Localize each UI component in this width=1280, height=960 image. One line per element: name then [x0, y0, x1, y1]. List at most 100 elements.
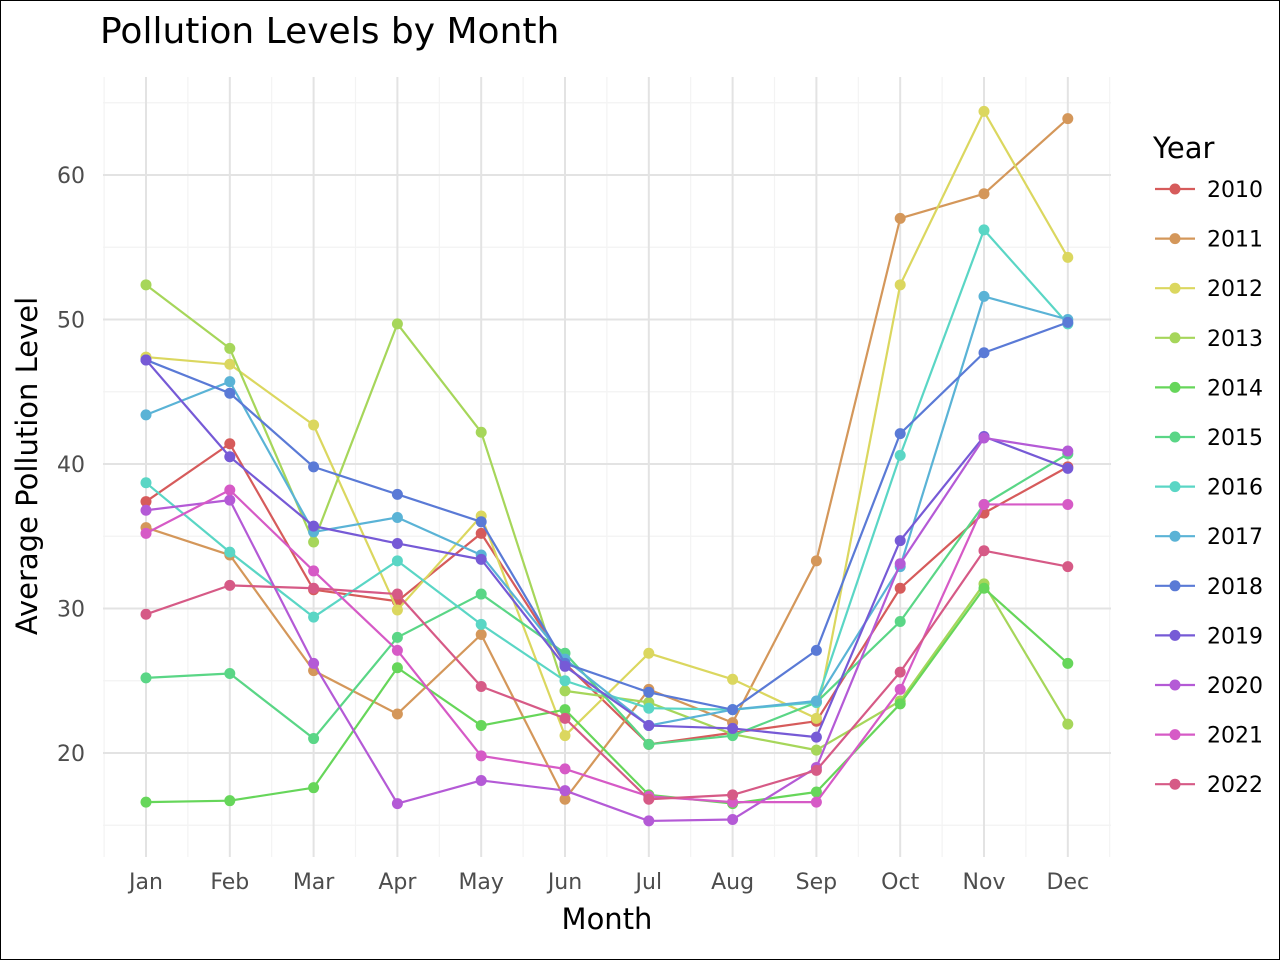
y-axis-title: Average Pollution Level [10, 297, 44, 635]
y-tick-label: 20 [57, 742, 85, 767]
data-point [978, 545, 990, 557]
data-point [224, 484, 236, 496]
data-point [391, 662, 403, 674]
data-point [391, 488, 403, 500]
data-point [224, 579, 236, 591]
data-point [559, 675, 571, 687]
data-point [140, 354, 152, 366]
legend-key-point [1169, 183, 1181, 195]
data-point [1062, 498, 1074, 510]
legend-key-point [1169, 431, 1181, 443]
data-point [140, 608, 152, 620]
legend-label: 2015 [1207, 426, 1263, 451]
data-point [308, 611, 320, 623]
data-point [475, 681, 487, 693]
data-point [391, 555, 403, 567]
data-point [475, 516, 487, 528]
data-point [559, 793, 571, 805]
x-tick-label: Jun [546, 870, 582, 895]
data-point [978, 290, 990, 302]
legend-item: 2014 [1155, 376, 1263, 401]
data-point [475, 629, 487, 641]
data-point [559, 704, 571, 716]
legend-key-point [1169, 481, 1181, 493]
x-tick-label: Apr [378, 870, 417, 895]
legend-label: 2022 [1207, 773, 1263, 798]
data-point [475, 426, 487, 438]
data-point [643, 738, 655, 750]
data-point [475, 618, 487, 630]
y-tick-label: 60 [57, 164, 85, 189]
legend-label: 2013 [1207, 327, 1263, 352]
data-point [978, 432, 990, 444]
legend-key-point [1169, 332, 1181, 344]
data-point [978, 498, 990, 510]
data-point [308, 565, 320, 577]
x-tick-label: Aug [711, 870, 754, 895]
data-point [810, 731, 822, 743]
series-line [145, 436, 1068, 823]
data-point [559, 730, 571, 742]
data-point [894, 582, 906, 594]
data-point [308, 419, 320, 431]
series-line [145, 587, 1069, 805]
data-point [391, 631, 403, 643]
x-tick-label: Sep [796, 870, 837, 895]
data-point [727, 673, 739, 685]
data-point [224, 546, 236, 558]
legend: Year 2010 2011 2012 2013 2014 2015 2016 2017 201… [1152, 131, 1263, 798]
legend-key-point [1169, 778, 1181, 790]
data-point [559, 660, 571, 672]
data-point [224, 494, 236, 506]
series-line [145, 117, 1069, 801]
legend-item: 2010 [1155, 178, 1263, 203]
legend-key-point [1169, 729, 1181, 741]
data-point [391, 644, 403, 656]
data-point [978, 224, 990, 236]
legend-item: 2022 [1155, 773, 1263, 798]
data-point [559, 785, 571, 797]
legend-item: 2012 [1155, 277, 1263, 302]
x-tick-label: Jan [127, 870, 163, 895]
legend-key-point [1169, 233, 1181, 245]
data-point [224, 438, 236, 450]
data-point [391, 318, 403, 330]
data-point [894, 212, 906, 224]
data-point [810, 796, 822, 808]
data-point [391, 708, 403, 720]
data-point [391, 588, 403, 600]
data-point [810, 555, 822, 567]
data-point [1062, 657, 1074, 669]
series-line [145, 359, 1069, 739]
data-point [140, 409, 152, 421]
data-point [894, 683, 906, 695]
data-point [894, 535, 906, 547]
x-tick-label: Jul [634, 870, 663, 895]
x-tick-label: Dec [1047, 870, 1090, 895]
legend-label: 2021 [1207, 724, 1263, 749]
series-line [145, 442, 1069, 746]
data-point [391, 537, 403, 549]
series-2015 [140, 448, 1074, 750]
data-point [1062, 316, 1074, 328]
data-point [727, 704, 739, 716]
data-point [308, 733, 320, 745]
legend-key-point [1169, 629, 1181, 641]
legend-key-point [1169, 580, 1181, 592]
series-2021 [140, 484, 1074, 808]
data-point [643, 647, 655, 659]
series-line [145, 228, 1069, 711]
x-tick-label: Oct [881, 870, 919, 895]
x-tick-label: Nov [963, 870, 1006, 895]
data-point [894, 666, 906, 678]
x-tick-label: Feb [210, 870, 249, 895]
series-2020 [140, 432, 1074, 827]
legend-label: 2010 [1207, 178, 1263, 203]
data-point [978, 188, 990, 200]
legend-label: 2020 [1207, 674, 1263, 699]
legend-item: 2021 [1155, 724, 1263, 749]
data-point [224, 451, 236, 463]
series-2019 [140, 354, 1074, 743]
legend-item: 2018 [1155, 575, 1263, 600]
legend-label: 2018 [1207, 575, 1263, 600]
